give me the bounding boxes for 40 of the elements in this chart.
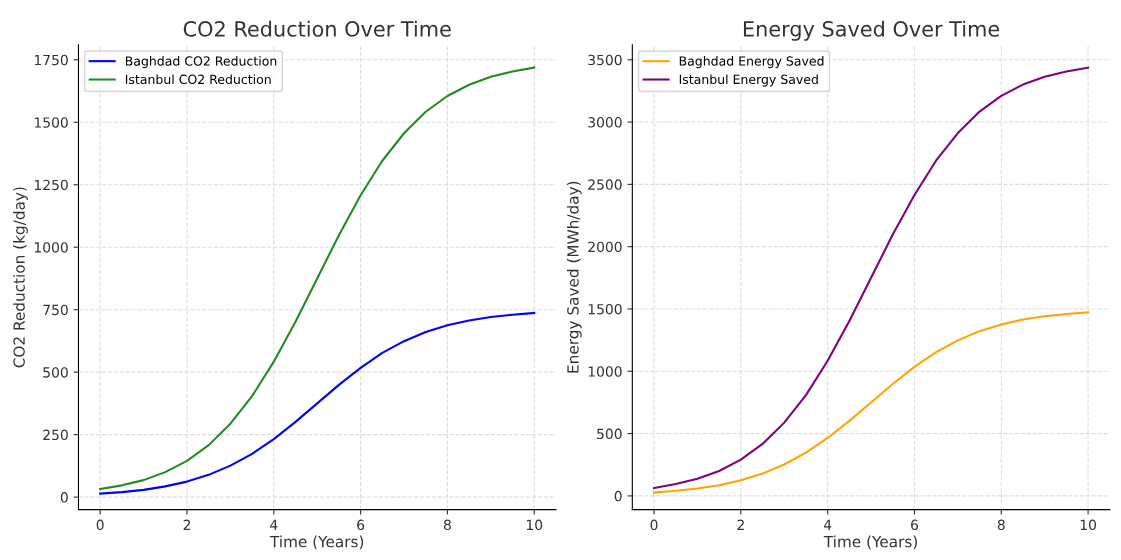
x-tick-label: 4	[270, 519, 278, 530]
x-tick-label: 6	[357, 519, 365, 531]
y-axis-title: Energy Saved (MWh/day)	[566, 181, 582, 373]
y-tick-label: 1500	[34, 117, 68, 128]
y-tick-label: 3000	[588, 117, 622, 128]
legend-label: Istanbul Energy Saved	[679, 74, 818, 87]
line-series	[99, 311, 536, 495]
y-tick-label: 500	[43, 367, 68, 378]
x-tick-label: 2	[183, 519, 191, 530]
y-tick-label: 0	[614, 490, 622, 502]
legend-label: Baghdad CO2 Reduction	[125, 56, 277, 69]
x-tick-label: 4	[823, 519, 832, 530]
x-tick-label: 8	[443, 519, 451, 531]
x-axis-title: Time (Years)	[269, 535, 364, 550]
y-tick-label: 3500	[588, 54, 622, 66]
x-tick-label: 8	[997, 519, 1005, 531]
y-tick-label: 500	[597, 428, 622, 440]
y-axis-title: CO2 Reduction (kg/day)	[13, 187, 28, 368]
y-tick-label: 0	[60, 492, 68, 503]
line-series	[652, 311, 1090, 494]
y-tick-label: 2500	[588, 179, 622, 190]
y-tick-label: 1750	[34, 54, 68, 66]
y-tick-label: 2000	[588, 241, 622, 253]
x-tick-label: 10	[526, 519, 543, 531]
y-tick-label: 1250	[34, 179, 68, 191]
x-axis-title: Time (Years)	[823, 535, 917, 550]
chart-title: CO2 Reduction Over Time	[183, 20, 451, 37]
x-tick-label: 10	[1080, 519, 1096, 531]
y-tick-label: 1000	[588, 366, 622, 377]
x-tick-label: 6	[911, 519, 919, 531]
chart-title: Energy Saved Over Time	[743, 20, 1000, 41]
x-tick-label: 0	[650, 519, 658, 531]
x-tick-label: 0	[96, 519, 104, 531]
legend-label: Baghdad Energy Saved	[679, 56, 824, 69]
y-tick-label: 1000	[34, 242, 68, 253]
y-tick-label: 1500	[588, 303, 622, 315]
y-tick-label: 250	[43, 429, 68, 441]
y-tick-label: 750	[43, 304, 68, 316]
x-tick-label: 2	[737, 519, 744, 530]
legend-label: Istanbul CO2 Reduction	[125, 74, 271, 85]
